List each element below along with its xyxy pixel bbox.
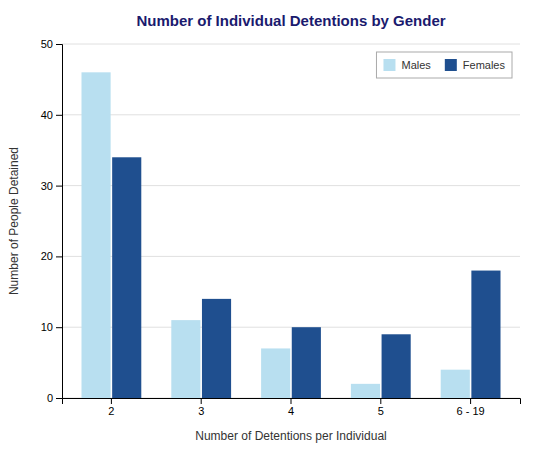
axis-domain (63, 399, 521, 405)
bar (471, 271, 500, 398)
bar (112, 157, 141, 398)
tick-mark (56, 186, 62, 187)
legend-label: Females (463, 59, 506, 71)
tick: 20 (41, 250, 62, 262)
bar (351, 384, 380, 398)
legend-item: Males (383, 59, 431, 71)
series (81, 72, 469, 398)
tick-label: 30 (41, 180, 53, 192)
plot: 0 10 20 30 40 50 2 3 4 5 6 - 19 Males Females (41, 38, 521, 417)
tick-label: 10 (41, 321, 53, 333)
title: Number of Individual Detentions by Gende… (136, 12, 445, 29)
x-axis-title: Number of Detentions per Individual (195, 429, 386, 443)
tick: 4 (288, 398, 294, 417)
series (112, 157, 500, 398)
tick: 5 (378, 398, 384, 417)
grid-line (62, 114, 520, 115)
grid (62, 44, 520, 398)
tick-mark (380, 398, 381, 404)
tick-mark (56, 398, 62, 399)
bars (81, 72, 500, 398)
legend-swatch (383, 59, 395, 71)
legend-label: Males (401, 59, 431, 71)
tick-mark (201, 398, 202, 404)
axis-domain (56, 45, 63, 399)
tick-mark (470, 398, 471, 404)
bar (81, 72, 110, 398)
tick-label: 4 (288, 405, 294, 417)
bar (261, 348, 290, 398)
chart: 0 10 20 30 40 50 2 3 4 5 6 - 19 Males Females Number … (0, 0, 540, 454)
tick-mark (56, 256, 62, 257)
tick-mark (56, 44, 62, 45)
tick-mark (56, 115, 62, 116)
tick: 10 (41, 321, 62, 333)
tick-mark (291, 398, 292, 404)
y-axis-title: Number of People Detained (7, 147, 21, 295)
tick-label: 0 (47, 392, 53, 404)
legend-item: Females (445, 59, 506, 71)
tick: 3 (198, 398, 204, 417)
grid-line (62, 44, 520, 45)
legend-frame (376, 52, 512, 78)
tick: 6 - 19 (457, 398, 485, 417)
bar (171, 320, 200, 398)
bar (382, 334, 411, 398)
tick: 40 (41, 109, 62, 121)
y-axis: 0 10 20 30 40 50 (41, 38, 63, 404)
tick-mark (56, 327, 62, 328)
tick-label: 40 (41, 109, 53, 121)
tick: 2 (108, 398, 114, 417)
bar (292, 327, 321, 398)
tick: 30 (41, 180, 62, 192)
tick-label: 20 (41, 250, 53, 262)
legend-swatch (445, 59, 457, 71)
tick: 0 (47, 392, 62, 404)
tick-label: 50 (41, 38, 53, 50)
bar (202, 299, 231, 398)
tick-label: 3 (198, 405, 204, 417)
tick-label: 2 (108, 405, 114, 417)
tick: 50 (41, 38, 62, 50)
tick-label: 5 (378, 405, 384, 417)
bar (441, 370, 470, 398)
tick-mark (111, 398, 112, 404)
tick-label: 6 - 19 (457, 405, 485, 417)
legend: Males Females (376, 52, 512, 78)
x-axis: 2 3 4 5 6 - 19 (63, 398, 521, 417)
